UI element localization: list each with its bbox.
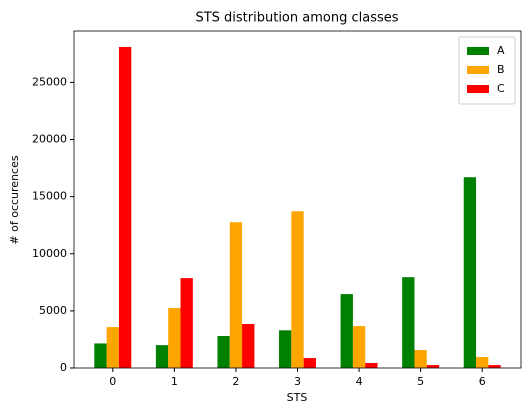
bar [180,278,193,368]
bar [340,294,353,368]
x-tick-label: 0 [109,375,116,388]
bar [217,336,230,368]
bar [352,326,366,368]
bar [291,211,304,368]
bar [414,350,427,368]
x-tick-label: 5 [417,375,424,388]
legend-label: B [497,63,505,76]
x-axis-label: STS [287,391,308,404]
bar [155,345,169,368]
legend-label: A [497,44,505,57]
y-tick-label: 0 [60,361,67,374]
legend-swatch [467,47,489,55]
y-tick-label: 15000 [32,190,67,203]
x-tick-label: 1 [171,375,178,388]
bar [365,362,378,368]
bar [303,358,316,368]
bar [106,327,119,368]
legend-swatch [467,85,489,93]
bar [476,357,489,368]
bar [426,365,440,368]
y-tick-label: 5000 [39,304,67,317]
bar [279,330,292,368]
bar [242,324,255,368]
y-tick-label: 10000 [32,247,67,260]
x-tick-label: 6 [479,375,486,388]
y-axis-label: # of occurences [8,155,21,244]
legend-label: C [497,82,505,95]
bar [229,222,243,368]
bar [94,343,107,368]
x-tick-label: 4 [356,375,363,388]
legend-swatch [467,66,489,74]
y-tick-label: 20000 [32,133,67,146]
plot-frame [73,30,522,369]
x-tick-label: 2 [232,375,239,388]
x-tick-label: 3 [294,375,301,388]
y-tick-label: 25000 [32,75,67,88]
bar [168,308,181,368]
bar [118,46,132,368]
bar [463,177,477,368]
chart-title: STS distribution among classes [195,11,398,26]
bar [488,365,501,368]
bar [402,277,415,368]
